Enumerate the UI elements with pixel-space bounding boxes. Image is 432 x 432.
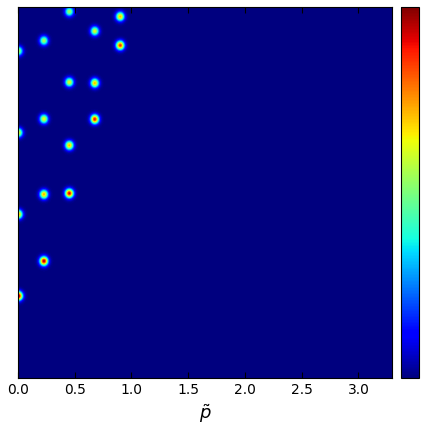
X-axis label: $\tilde{p}$: $\tilde{p}$	[199, 403, 212, 425]
